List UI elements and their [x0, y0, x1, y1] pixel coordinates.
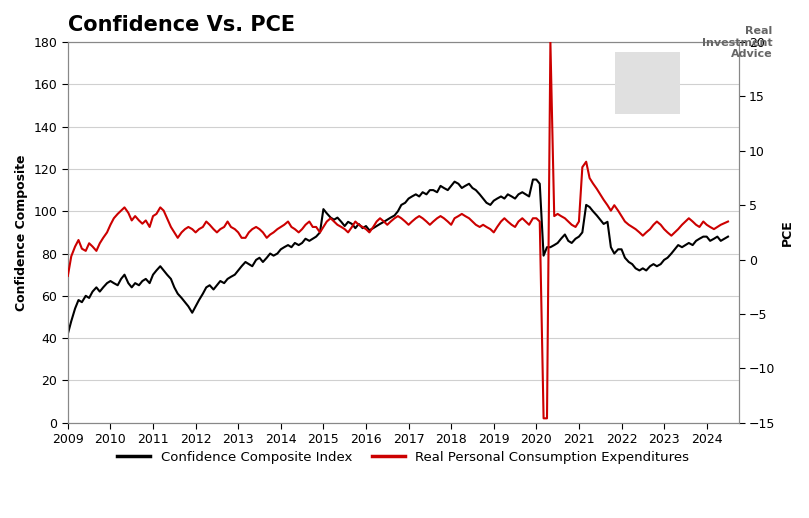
Text: Confidence Vs. PCE: Confidence Vs. PCE: [68, 15, 295, 35]
Y-axis label: PCE: PCE: [781, 219, 794, 246]
Y-axis label: Confidence Composite: Confidence Composite: [15, 154, 28, 311]
Text: Real
Investment
Advice: Real Investment Advice: [702, 26, 773, 59]
Legend: Confidence Composite Index, Real Personal Consumption Expenditures: Confidence Composite Index, Real Persona…: [112, 446, 695, 469]
